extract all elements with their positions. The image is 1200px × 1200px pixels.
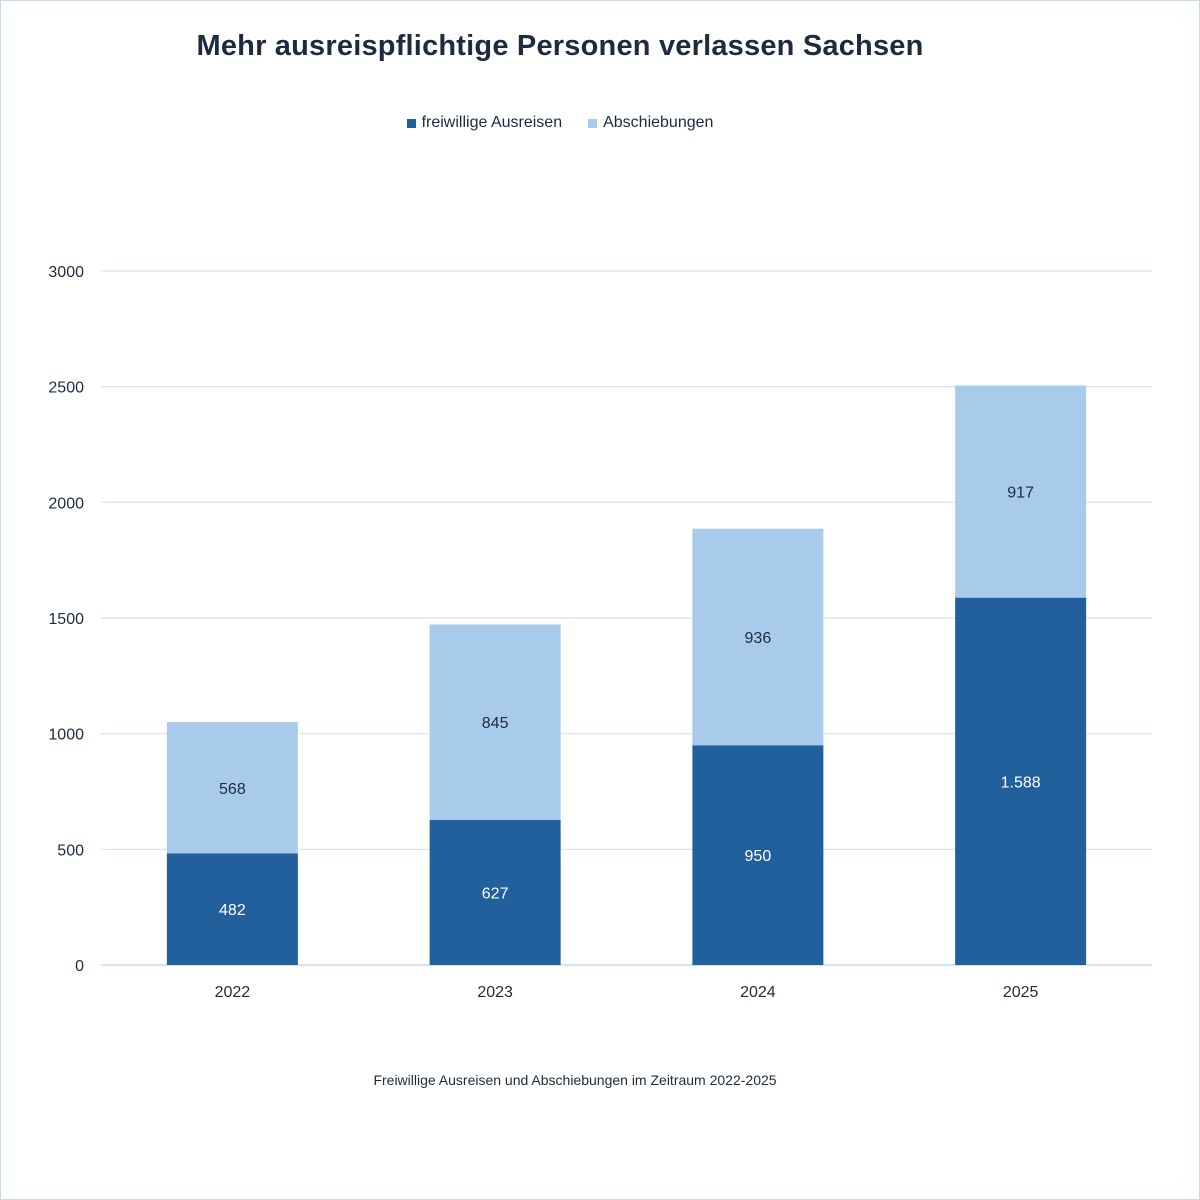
bar-segment xyxy=(692,745,824,965)
y-tick-label: 2500 xyxy=(48,380,84,397)
x-tick-label: 2023 xyxy=(477,984,513,1001)
data-label: 482 xyxy=(219,902,246,919)
data-label: 627 xyxy=(482,885,509,902)
chart-legend: freiwillige Ausreisen Abschiebungen xyxy=(0,114,1120,132)
legend-label-freiwillige-ausreisen: freiwillige Ausreisen xyxy=(421,114,563,131)
data-label: 950 xyxy=(745,848,772,865)
bar-segment xyxy=(429,819,561,965)
data-label: 845 xyxy=(482,715,509,732)
y-tick-label: 0 xyxy=(75,958,84,975)
chart-caption: Freiwillige Ausreisen und Abschiebungen … xyxy=(373,1072,777,1088)
legend-item-freiwillige-ausreisen: freiwillige Ausreisen xyxy=(406,114,563,132)
y-tick-label: 3000 xyxy=(48,264,84,281)
chart-title: Mehr ausreispflichtige Personen verlasse… xyxy=(196,30,924,62)
legend-swatch-freiwillige-ausreisen xyxy=(406,118,416,128)
y-tick-label: 1000 xyxy=(48,727,84,744)
legend-label-abschiebungen: Abschiebungen xyxy=(603,114,714,131)
x-tick-label: 2024 xyxy=(740,984,776,1001)
legend-item-abschiebungen: Abschiebungen xyxy=(588,114,713,132)
bar-segment xyxy=(166,722,298,854)
y-tick-label: 500 xyxy=(57,842,84,859)
x-tick-label: 2025 xyxy=(1003,984,1039,1001)
y-tick-label: 1500 xyxy=(48,611,84,628)
data-label: 936 xyxy=(745,630,772,647)
data-label: 917 xyxy=(1007,485,1034,502)
data-label: 568 xyxy=(219,781,246,798)
bar-segment xyxy=(955,597,1087,965)
x-tick-label: 2022 xyxy=(215,984,251,1001)
data-label: 1.588 xyxy=(1001,774,1041,791)
y-tick-label: 2000 xyxy=(48,495,84,512)
legend-swatch-abschiebungen xyxy=(588,118,598,128)
bar-segment xyxy=(429,624,561,820)
bar-segment xyxy=(166,853,298,965)
bar-segment xyxy=(955,385,1087,598)
bar-segment xyxy=(692,528,824,746)
